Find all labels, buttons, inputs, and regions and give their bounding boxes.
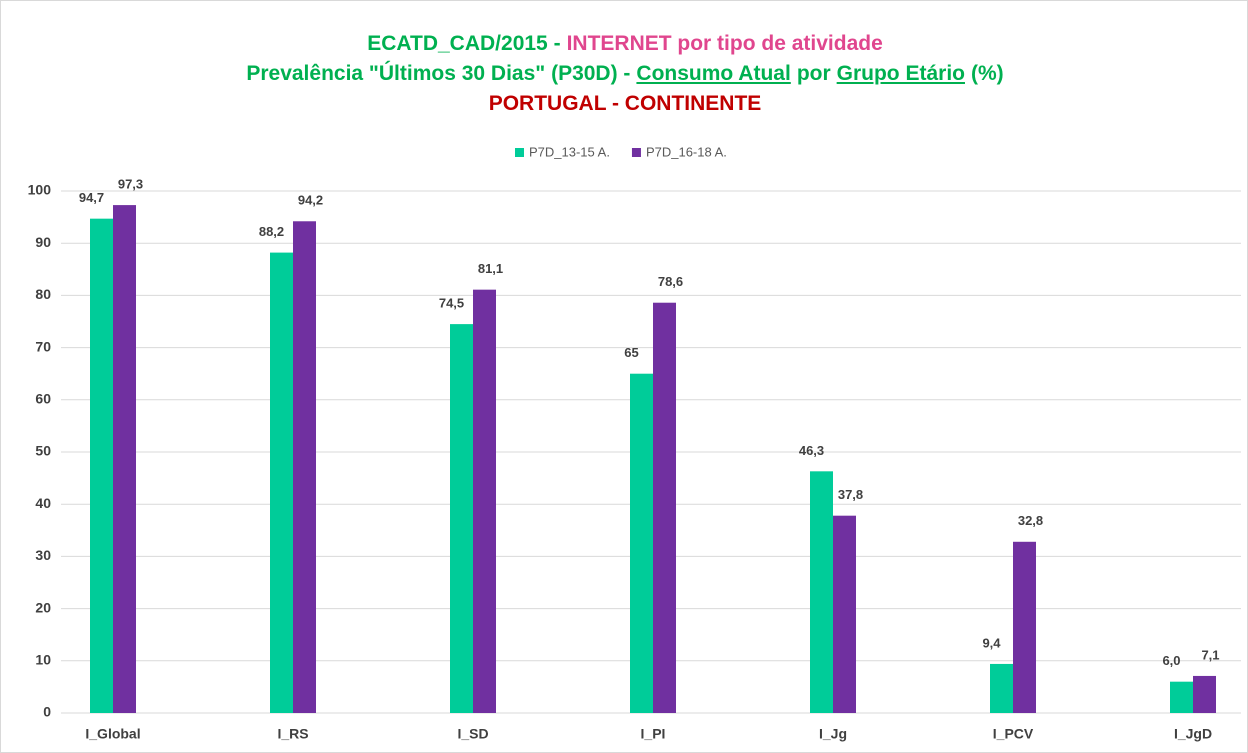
value-label: 94,2	[298, 193, 323, 208]
value-label: 37,8	[838, 487, 863, 502]
x-tick-label: I_SD	[457, 726, 488, 742]
legend-swatch	[515, 148, 524, 157]
y-tick-label: 40	[35, 495, 51, 511]
y-tick-label: 0	[43, 704, 51, 720]
x-tick-label: I_Jg	[819, 726, 847, 742]
y-tick-label: 70	[35, 338, 51, 354]
y-tick-label: 90	[35, 234, 51, 250]
value-label: 6,0	[1162, 653, 1180, 668]
value-label: 88,2	[259, 224, 284, 239]
bar	[1193, 675, 1216, 713]
title-part: por	[796, 62, 831, 85]
value-label: 94,7	[79, 190, 104, 205]
legend-swatch	[631, 148, 641, 157]
bar	[1170, 681, 1193, 713]
y-tick-label: 10	[35, 652, 51, 668]
x-tick-label: I_Global	[85, 726, 140, 742]
value-label: 81,1	[478, 261, 503, 276]
bar	[473, 289, 496, 713]
title-part: (%)	[970, 62, 1004, 85]
title-line: ECATD_CAD/2015 - INTERNET por tipo de ati…	[1, 29, 1247, 59]
bar	[833, 515, 856, 713]
value-label: 46,3	[799, 443, 824, 458]
chart-title: ECATD_CAD/2015 - INTERNET por tipo de ati…	[1, 29, 1247, 119]
y-tick-label: 50	[35, 443, 51, 459]
title-part: PORTUGAL - CONTINENTE	[488, 92, 762, 115]
bar	[630, 373, 653, 713]
y-tick-label: 80	[35, 286, 51, 302]
bar	[653, 302, 676, 713]
bar	[90, 218, 113, 713]
value-label: 65	[624, 345, 638, 360]
bar	[450, 324, 473, 713]
bar	[270, 252, 293, 713]
y-tick-label: 60	[35, 391, 51, 407]
x-tick-label: I_PI	[641, 726, 666, 742]
bar	[810, 471, 833, 713]
legend-label: P7D_13-15 A.	[529, 144, 610, 159]
y-tick-label: 100	[28, 182, 52, 198]
y-tick-label: 20	[35, 599, 51, 615]
bar	[113, 205, 136, 713]
legend-label: P7D_16-18 A.	[646, 144, 727, 159]
value-label: 74,5	[439, 296, 464, 311]
y-tick-label: 30	[35, 547, 51, 563]
value-label: 9,4	[982, 635, 1001, 650]
value-label: 97,3	[118, 177, 143, 192]
title-part: INTERNET por tipo de atividade	[566, 32, 883, 55]
bar	[990, 663, 1013, 713]
bar	[1013, 541, 1036, 713]
title-line: PORTUGAL - CONTINENTE	[1, 89, 1247, 119]
x-tick-label: I_JgD	[1174, 726, 1212, 742]
bar	[293, 221, 316, 713]
title-part: ECATD_CAD/2015 -	[367, 32, 561, 55]
title-part: Consumo Atual	[636, 62, 791, 85]
x-tick-label: I_RS	[277, 726, 308, 742]
title-part: Grupo Etário	[836, 62, 965, 85]
value-label: 32,8	[1018, 513, 1043, 528]
value-label: 7,1	[1201, 647, 1219, 662]
x-tick-label: I_PCV	[993, 726, 1034, 742]
value-label: 78,6	[658, 274, 683, 289]
title-line: Prevalência "Últimos 30 Dias" (P30D) - Co…	[1, 59, 1247, 89]
title-part: Prevalência "Últimos 30 Dias" (P30D) -	[246, 62, 631, 85]
